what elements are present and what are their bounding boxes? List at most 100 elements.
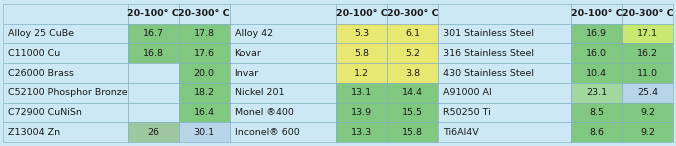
- Text: 316 Stainless Steel: 316 Stainless Steel: [443, 49, 534, 58]
- Bar: [438, 103, 571, 122]
- Bar: [128, 63, 178, 83]
- Bar: [3, 63, 128, 83]
- Bar: [387, 122, 438, 142]
- Bar: [230, 103, 337, 122]
- Text: 20-100° C: 20-100° C: [571, 9, 623, 18]
- Text: Ti6Al4V: Ti6Al4V: [443, 128, 479, 137]
- Text: 16.9: 16.9: [586, 29, 607, 38]
- Bar: [128, 4, 178, 24]
- Text: 17.8: 17.8: [193, 29, 215, 38]
- Text: 301 Stainless Steel: 301 Stainless Steel: [443, 29, 534, 38]
- Bar: [337, 122, 387, 142]
- Text: Kovar: Kovar: [235, 49, 262, 58]
- Text: Invar: Invar: [235, 68, 259, 78]
- Text: 26: 26: [147, 128, 160, 137]
- Text: Alloy 25 CuBe: Alloy 25 CuBe: [8, 29, 74, 38]
- Bar: [178, 122, 230, 142]
- Bar: [438, 63, 571, 83]
- Text: A91000 Al: A91000 Al: [443, 88, 492, 97]
- Text: 6.1: 6.1: [405, 29, 420, 38]
- Bar: [128, 24, 178, 43]
- Text: 11.0: 11.0: [637, 68, 658, 78]
- Bar: [230, 122, 337, 142]
- Text: 20-100° C: 20-100° C: [336, 9, 388, 18]
- Bar: [3, 4, 128, 24]
- Bar: [178, 63, 230, 83]
- Bar: [622, 63, 673, 83]
- Bar: [571, 24, 622, 43]
- Bar: [3, 83, 128, 103]
- Text: 9.2: 9.2: [640, 108, 655, 117]
- Text: C72900 CuNiSn: C72900 CuNiSn: [8, 108, 82, 117]
- Bar: [230, 24, 337, 43]
- Bar: [622, 43, 673, 63]
- Text: 13.9: 13.9: [352, 108, 372, 117]
- Text: Alloy 42: Alloy 42: [235, 29, 272, 38]
- Bar: [178, 24, 230, 43]
- Text: 16.7: 16.7: [143, 29, 164, 38]
- Text: 20-300° C: 20-300° C: [387, 9, 439, 18]
- Bar: [387, 24, 438, 43]
- Text: 25.4: 25.4: [637, 88, 658, 97]
- Text: 20.0: 20.0: [193, 68, 215, 78]
- Bar: [337, 63, 387, 83]
- Text: Z13004 Zn: Z13004 Zn: [8, 128, 60, 137]
- Text: 13.3: 13.3: [352, 128, 372, 137]
- Bar: [178, 103, 230, 122]
- Text: 8.6: 8.6: [589, 128, 604, 137]
- Bar: [438, 122, 571, 142]
- Text: 9.2: 9.2: [640, 128, 655, 137]
- Bar: [337, 103, 387, 122]
- Text: 16.8: 16.8: [143, 49, 164, 58]
- Bar: [438, 24, 571, 43]
- Bar: [622, 122, 673, 142]
- Bar: [387, 43, 438, 63]
- Text: C26000 Brass: C26000 Brass: [8, 68, 74, 78]
- Bar: [230, 63, 337, 83]
- Bar: [178, 4, 230, 24]
- Text: 14.4: 14.4: [402, 88, 423, 97]
- Text: 430 Stainless Steel: 430 Stainless Steel: [443, 68, 534, 78]
- Text: 20-300° C: 20-300° C: [622, 9, 673, 18]
- Bar: [128, 122, 178, 142]
- Text: Nickel 201: Nickel 201: [235, 88, 284, 97]
- Text: 15.5: 15.5: [402, 108, 423, 117]
- Bar: [337, 24, 387, 43]
- Bar: [571, 4, 622, 24]
- Bar: [230, 4, 337, 24]
- Bar: [337, 4, 387, 24]
- Text: 17.6: 17.6: [193, 49, 215, 58]
- Text: 20-300° C: 20-300° C: [178, 9, 230, 18]
- Text: 5.2: 5.2: [405, 49, 420, 58]
- Text: C11000 Cu: C11000 Cu: [8, 49, 60, 58]
- Text: 3.8: 3.8: [405, 68, 420, 78]
- Text: 17.1: 17.1: [637, 29, 658, 38]
- Bar: [337, 83, 387, 103]
- Text: 13.1: 13.1: [352, 88, 372, 97]
- Bar: [387, 83, 438, 103]
- Bar: [438, 43, 571, 63]
- Text: 20-100° C: 20-100° C: [127, 9, 179, 18]
- Bar: [128, 83, 178, 103]
- Bar: [3, 43, 128, 63]
- Bar: [178, 43, 230, 63]
- Bar: [622, 4, 673, 24]
- Text: 18.2: 18.2: [193, 88, 215, 97]
- Bar: [571, 43, 622, 63]
- Bar: [128, 43, 178, 63]
- Bar: [622, 83, 673, 103]
- Text: 10.4: 10.4: [586, 68, 607, 78]
- Bar: [337, 43, 387, 63]
- Text: 23.1: 23.1: [586, 88, 607, 97]
- Bar: [438, 4, 571, 24]
- Bar: [230, 43, 337, 63]
- Bar: [387, 63, 438, 83]
- Bar: [387, 103, 438, 122]
- Bar: [128, 103, 178, 122]
- Text: 5.3: 5.3: [354, 29, 369, 38]
- Text: C52100 Phosphor Bronze: C52100 Phosphor Bronze: [8, 88, 128, 97]
- Bar: [571, 83, 622, 103]
- Text: 16.4: 16.4: [193, 108, 215, 117]
- Bar: [571, 122, 622, 142]
- Text: 1.2: 1.2: [354, 68, 369, 78]
